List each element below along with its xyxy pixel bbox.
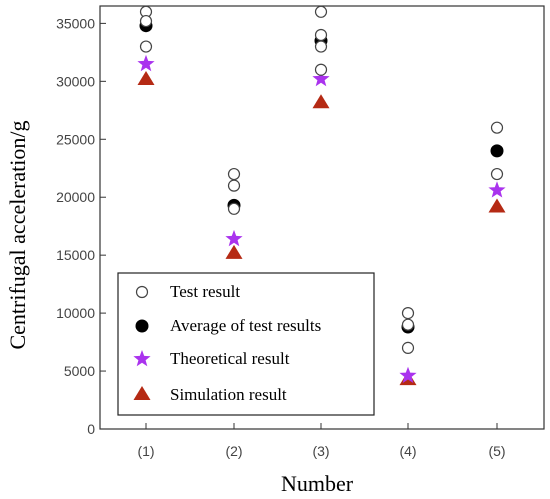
y-tick-label: 10000 bbox=[56, 305, 95, 321]
data-point-star bbox=[488, 181, 506, 198]
data-point-triangle bbox=[312, 94, 330, 109]
data-point-open-circle bbox=[139, 40, 153, 53]
data-point-open-circle bbox=[227, 167, 241, 181]
data-point-open-circle bbox=[139, 14, 153, 28]
y-tick-label: 5000 bbox=[64, 363, 95, 379]
legend-label-test-result: Test result bbox=[170, 282, 240, 301]
data-point-open-circle bbox=[401, 341, 415, 354]
data-point-open-circle bbox=[314, 63, 328, 76]
x-tick-label: (3) bbox=[312, 443, 329, 459]
legend-marker-triangle bbox=[133, 386, 151, 400]
x-tick-label: (1) bbox=[137, 443, 154, 459]
data-point-open-circle bbox=[227, 202, 241, 215]
x-tick-label: (5) bbox=[488, 443, 505, 459]
data-point-star bbox=[137, 54, 155, 72]
legend-box bbox=[117, 272, 375, 416]
data-point-open-circle bbox=[227, 179, 241, 192]
legend-label-theoretical-result: Theoretical result bbox=[170, 349, 290, 368]
legend: Test result Average of test results Theo… bbox=[117, 272, 375, 416]
data-point-open-circle bbox=[314, 28, 328, 42]
data-points bbox=[137, 5, 506, 386]
x-axis-ticks: (1) (2) (3) (4) (5) bbox=[137, 423, 506, 459]
y-tick-label: 30000 bbox=[56, 73, 95, 89]
legend-markers bbox=[133, 285, 151, 400]
data-point-filled-circle bbox=[490, 144, 504, 158]
y-tick-label: 15000 bbox=[56, 247, 95, 263]
data-point-triangle bbox=[488, 198, 506, 213]
data-point-open-circle bbox=[401, 318, 415, 331]
x-tick-label: (2) bbox=[225, 443, 242, 459]
y-tick-label: 25000 bbox=[56, 131, 95, 147]
data-point-open-circle bbox=[314, 40, 328, 53]
data-point-open-circle bbox=[490, 121, 504, 134]
legend-marker-open-circle bbox=[135, 285, 149, 299]
data-point-triangle bbox=[225, 244, 243, 259]
legend-marker-filled-circle bbox=[135, 319, 149, 333]
y-axis-ticks: 0 5000 10000 15000 20000 25000 30000 35000 bbox=[56, 15, 106, 437]
data-point-open-circle bbox=[490, 167, 504, 181]
legend-label-average-test-results: Average of test results bbox=[170, 316, 321, 335]
data-point-triangle bbox=[137, 71, 155, 86]
legend-marker-star bbox=[133, 350, 151, 367]
data-point-star bbox=[225, 229, 243, 247]
y-tick-label: 20000 bbox=[56, 189, 95, 205]
y-tick-label: 35000 bbox=[56, 15, 95, 31]
y-axis-label: Centrifugal acceleration/g bbox=[5, 120, 30, 349]
data-point-star bbox=[399, 366, 417, 383]
legend-label-simulation-result: Simulation result bbox=[170, 385, 287, 404]
y-tick-label: 0 bbox=[87, 421, 95, 437]
x-axis-label: Number bbox=[281, 471, 354, 496]
data-point-open-circle bbox=[401, 307, 415, 320]
data-point-open-circle bbox=[314, 5, 328, 18]
data-point-star bbox=[312, 70, 330, 87]
x-tick-label: (4) bbox=[399, 443, 416, 459]
